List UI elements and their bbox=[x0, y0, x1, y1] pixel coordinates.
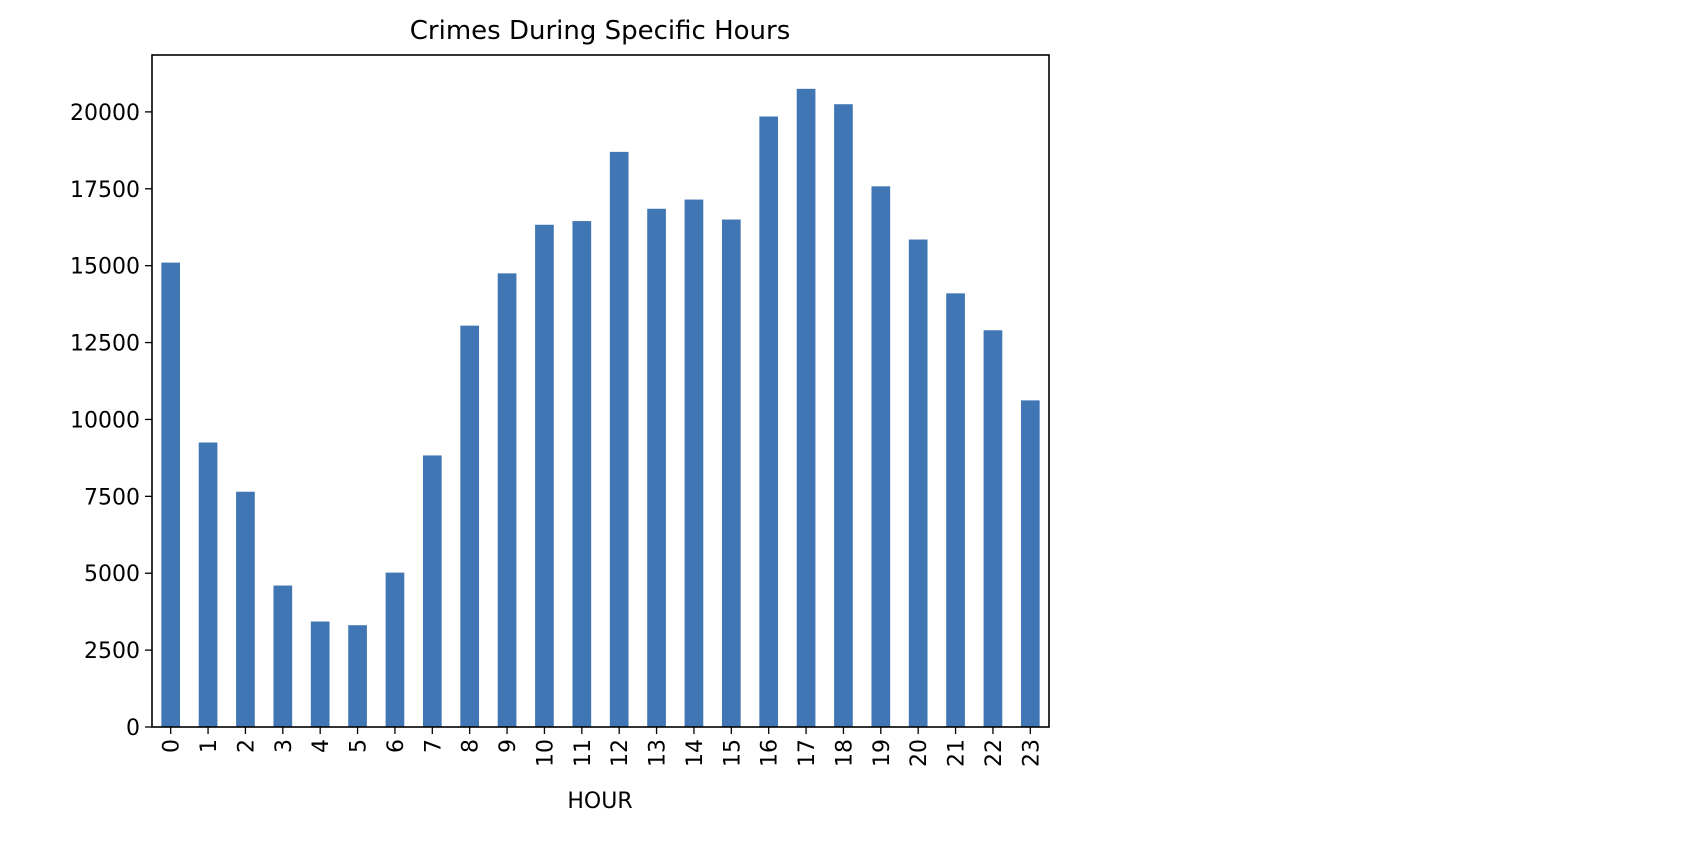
bar-hour-21 bbox=[946, 293, 965, 727]
bar-hour-10 bbox=[535, 224, 554, 727]
x-axis-ticks: 0 1 2 3 4 5 6 7 8 9 10 11 12 13 14 15 16 17 18 19 20 21 22 23 bbox=[160, 727, 1044, 767]
x-tick-label: 0 bbox=[160, 739, 185, 753]
bar-hour-8 bbox=[460, 325, 480, 727]
y-tick-label: 10000 bbox=[70, 408, 140, 433]
bar-hour-6 bbox=[385, 572, 405, 727]
x-tick-label: 3 bbox=[272, 739, 297, 753]
x-tick-label: 14 bbox=[683, 739, 708, 767]
y-tick-label: 20000 bbox=[70, 101, 140, 126]
chart-title: Crimes During Specific Hours bbox=[410, 16, 791, 46]
y-tick-label: 12500 bbox=[70, 332, 140, 357]
bars-group bbox=[161, 88, 1040, 728]
y-tick-label: 17500 bbox=[70, 178, 140, 203]
bar-hour-23 bbox=[1020, 400, 1040, 727]
x-tick-label: 11 bbox=[571, 739, 596, 767]
bar-hour-7 bbox=[422, 455, 442, 727]
bar-hour-5 bbox=[348, 625, 367, 727]
bar-hour-11 bbox=[572, 221, 592, 727]
bar-hour-18 bbox=[834, 104, 853, 727]
bar-hour-14 bbox=[684, 199, 704, 728]
plot-area-frame bbox=[151, 54, 1050, 728]
x-tick-label: 12 bbox=[608, 739, 633, 767]
bar-hour-1 bbox=[198, 442, 218, 727]
bar-hour-9 bbox=[497, 273, 517, 727]
y-tick-label: 7500 bbox=[84, 485, 140, 510]
x-tick-label: 9 bbox=[496, 739, 521, 753]
x-tick-label: 2 bbox=[234, 739, 259, 753]
bar-hour-4 bbox=[310, 621, 330, 727]
y-tick-label: 2500 bbox=[84, 639, 140, 664]
x-tick-label: 21 bbox=[945, 739, 970, 767]
x-tick-label: 15 bbox=[720, 739, 745, 767]
bar-hour-19 bbox=[871, 186, 891, 727]
x-tick-label: 22 bbox=[982, 739, 1007, 767]
x-tick-label: 7 bbox=[421, 739, 446, 753]
x-tick-label: 5 bbox=[347, 739, 372, 753]
x-tick-label: 17 bbox=[795, 739, 820, 767]
bar-hour-13 bbox=[647, 208, 666, 727]
y-tick-label: 15000 bbox=[70, 255, 140, 280]
x-tick-label: 23 bbox=[1019, 739, 1044, 767]
x-tick-label: 13 bbox=[646, 739, 671, 767]
x-tick-label: 19 bbox=[870, 739, 895, 767]
bar-hour-16 bbox=[759, 116, 779, 727]
x-tick-label: 6 bbox=[384, 739, 409, 753]
bar-hour-15 bbox=[721, 219, 741, 728]
y-axis-ticks: 0 2500 5000 7500 10000 12500 15000 17500 20000 bbox=[70, 101, 152, 741]
x-axis-label: HOUR bbox=[567, 789, 632, 814]
bar-hour-0 bbox=[161, 262, 181, 727]
x-tick-label: 10 bbox=[533, 739, 558, 767]
x-tick-label: 8 bbox=[459, 739, 484, 753]
bar-hour-2 bbox=[236, 491, 255, 727]
bar-hour-3 bbox=[273, 585, 293, 727]
bar-hour-20 bbox=[908, 239, 928, 727]
x-tick-label: 20 bbox=[907, 739, 932, 767]
x-tick-label: 4 bbox=[309, 739, 334, 753]
y-tick-label: 0 bbox=[126, 716, 140, 741]
y-tick-label: 5000 bbox=[84, 562, 140, 587]
x-tick-label: 1 bbox=[197, 739, 222, 753]
bar-hour-12 bbox=[609, 151, 629, 727]
x-tick-label: 16 bbox=[758, 739, 783, 767]
x-tick-label: 18 bbox=[832, 739, 857, 767]
bar-hour-22 bbox=[983, 330, 1003, 727]
bar-hour-17 bbox=[796, 88, 816, 727]
